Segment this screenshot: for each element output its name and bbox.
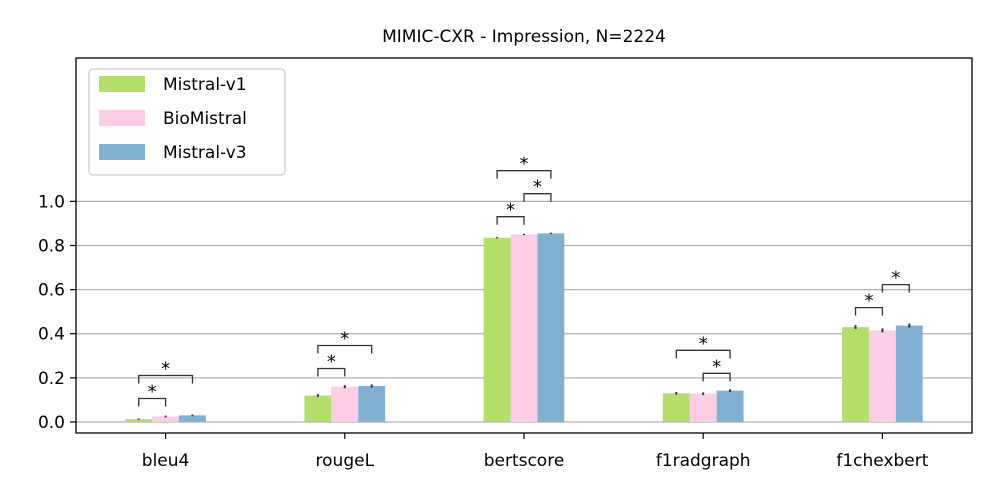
significance-star: * — [148, 381, 157, 402]
significance-star: * — [699, 333, 708, 354]
legend-swatch — [99, 76, 145, 92]
bar — [331, 386, 359, 422]
bar — [304, 395, 332, 422]
y-tick-label: 1.0 — [38, 192, 65, 212]
bar — [179, 415, 206, 422]
significance-bracket — [881, 283, 910, 293]
bar — [483, 237, 511, 422]
significance-bracket — [523, 193, 552, 202]
legend-swatch — [99, 110, 145, 126]
legend-label: BioMistral — [163, 109, 247, 129]
significance-star: * — [327, 351, 336, 372]
bar — [662, 393, 690, 422]
x-tick-label: rougeL — [316, 451, 375, 471]
significance-bracket — [675, 349, 731, 359]
legend-label: Mistral-v1 — [163, 75, 247, 95]
legend-swatch — [99, 144, 145, 160]
bar — [537, 233, 565, 422]
significance-bracket — [496, 216, 525, 225]
x-tick-label: f1chexbert — [836, 451, 928, 471]
bar — [842, 327, 869, 422]
bar — [716, 390, 744, 422]
bars — [125, 233, 923, 422]
significance-star: * — [506, 200, 515, 221]
significance-bracket — [317, 367, 346, 377]
significance-bracket — [854, 306, 884, 316]
y-tick-label: 0.6 — [38, 281, 65, 301]
significance-bracket — [702, 372, 731, 382]
bar — [125, 419, 153, 422]
y-tick-label: 0.8 — [38, 237, 65, 257]
legend-label: Mistral-v3 — [163, 143, 247, 163]
legend: Mistral-v1 BioMistral Mistral-v3 — [88, 68, 286, 176]
bar — [689, 393, 717, 422]
y-tick-label: 0.4 — [38, 325, 65, 345]
bar — [868, 330, 896, 422]
x-axis: bleu4 rougeL bertscore f1radgraph f1chexbert — [142, 433, 929, 471]
error-bars — [137, 232, 911, 420]
significance-bracket — [138, 374, 194, 384]
significance-star: * — [161, 358, 170, 379]
x-tick-label: bertscore — [484, 451, 565, 471]
significance-star: * — [533, 177, 542, 198]
y-tick-label: 0.2 — [38, 369, 65, 389]
bar — [152, 416, 180, 422]
significance-star: * — [864, 291, 873, 312]
bar — [358, 386, 386, 422]
bar — [510, 234, 538, 422]
significance-star: * — [712, 356, 721, 377]
x-tick-label: bleu4 — [142, 451, 190, 471]
significance-brackets: ** ********* — [138, 154, 910, 407]
significance-star: * — [520, 154, 529, 175]
chart-title: MIMIC-CXR - Impression, N=2224 — [382, 27, 666, 47]
significance-bracket — [138, 397, 167, 407]
bar — [895, 325, 923, 422]
significance-bracket — [496, 170, 552, 179]
y-tick-label: 0.0 — [38, 413, 65, 433]
significance-bracket — [317, 344, 373, 354]
significance-star: * — [891, 268, 900, 289]
y-axis: 0.0 0.2 0.4 0.6 0.8 1.0 — [38, 192, 76, 433]
significance-star: * — [340, 328, 349, 349]
x-tick-label: f1radgraph — [656, 451, 751, 471]
